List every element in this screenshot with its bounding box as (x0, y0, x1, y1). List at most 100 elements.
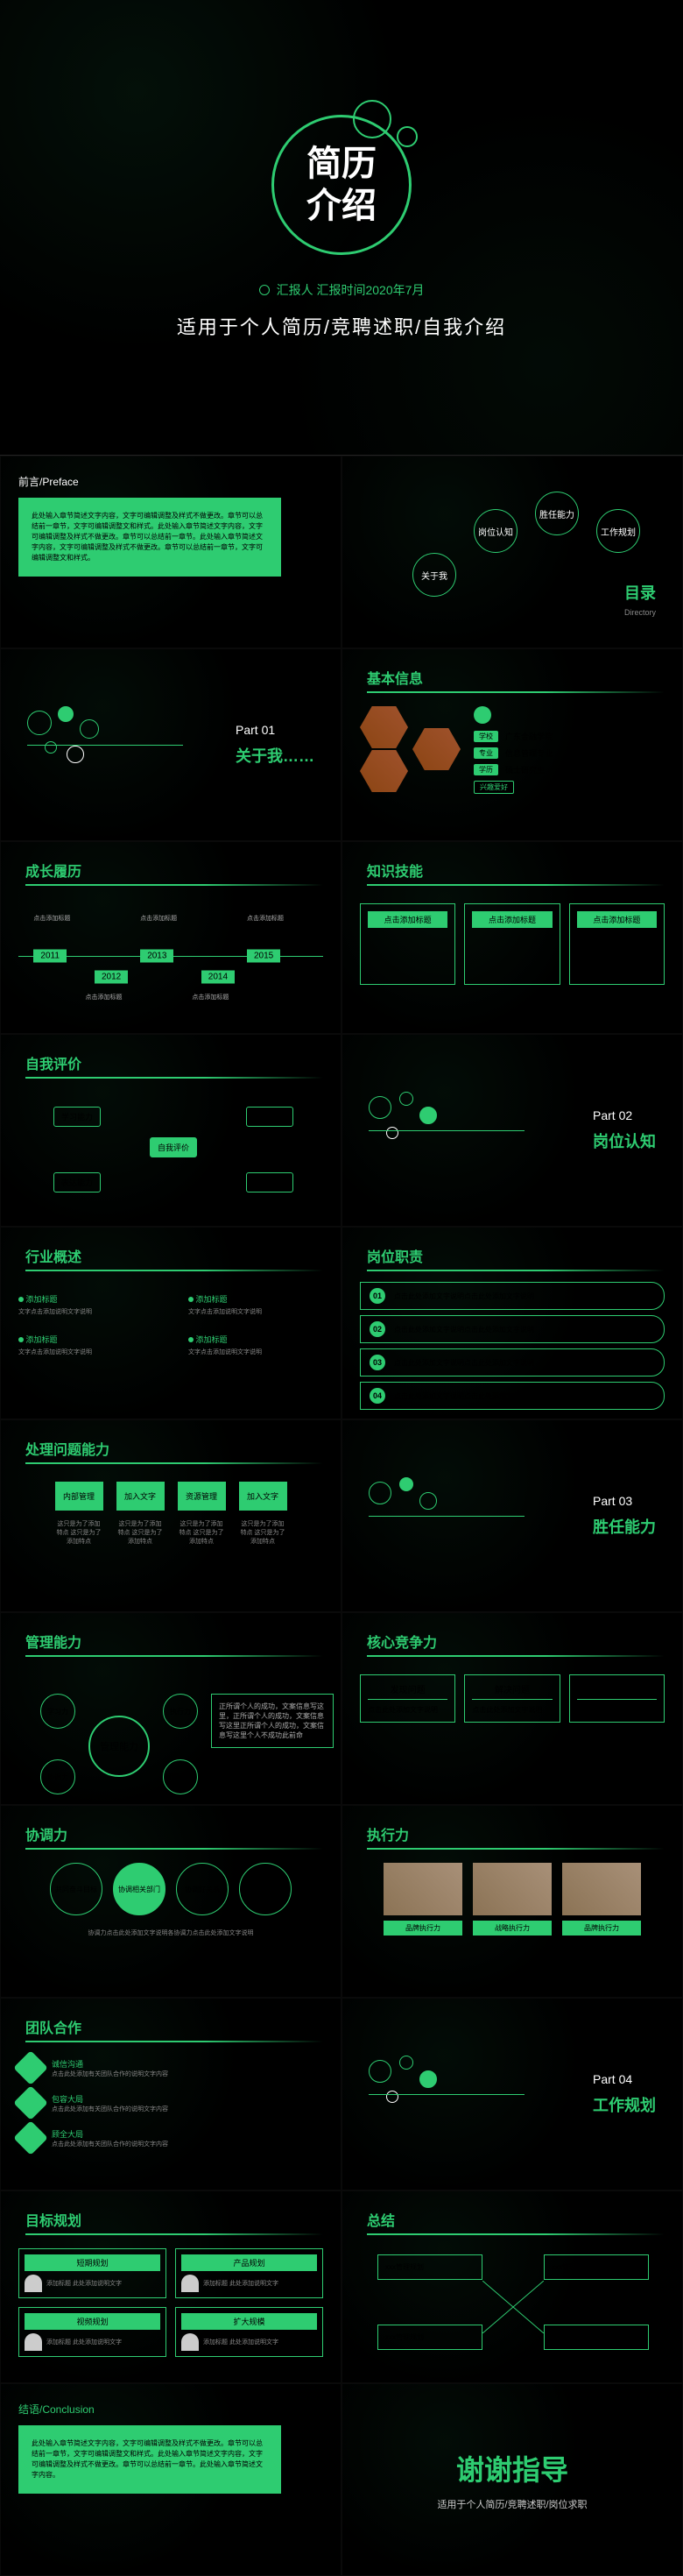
team-list: 诚信沟通点击此处添加有关团队合作的说明文字内容 包容大局点击此处添加有关团队合作… (18, 2056, 323, 2150)
bubble-deco (369, 1096, 391, 1119)
goal-box: 扩大规模添加标题 此处添加说明文字 (175, 2307, 323, 2357)
section-title: 基本信息 (360, 667, 665, 693)
thanks-sub: 适用于个人简历/竞聘述职/岗位求职 (437, 2497, 587, 2511)
section-title: 自我评价 (18, 1052, 323, 1079)
bubble-deco (419, 1107, 437, 1124)
core-slide: 核心竞争力 发现问题点击此处添加文字说明 解决问题点击此处添加文字说明 总结问题… (342, 1612, 683, 1805)
bubble-deco (386, 1127, 398, 1139)
toc-node-2: 岗位认知 (474, 509, 518, 553)
toc-sub: Directory (624, 608, 656, 617)
bubble-deco (58, 706, 74, 722)
team-item: 诚信沟通点击此处添加有关团队合作的说明文字内容 (18, 2056, 323, 2080)
industry-item: 添加标题文字点击添加说明文字说明 (18, 1334, 153, 1356)
divider-line (369, 1516, 525, 1517)
problem-descs: 这只是为了添加特点 这只是为了添加特点 这只是为了添加特点 这只是为了添加特点 … (18, 1519, 323, 1546)
section-title: 知识技能 (360, 860, 665, 886)
problem-box: 资源管理 (178, 1482, 226, 1511)
bubble-deco (399, 1477, 413, 1491)
goal-box: 视频规划添加标题 此处添加说明文字 (18, 2307, 166, 2357)
bubble-deco (419, 2070, 437, 2088)
hex-img (360, 706, 408, 748)
diamond-icon (13, 2050, 48, 2085)
info-row: 兴趣爱好 (474, 781, 553, 794)
conclusion-body: 此处输入章节简述文字内容，文字可编辑调整及样式不做更改。章节可以总结前一章节，文… (32, 2438, 268, 2480)
summary-slide: 总结 xxx管理规划 xxx管理规划 xxx管理规划 xxx管理规划 (342, 2190, 683, 2383)
problem-box: 加入文字 (116, 1482, 165, 1511)
hex-img (360, 750, 408, 792)
section-title: 执行力 (360, 1823, 665, 1850)
exec-image (562, 1863, 641, 1915)
team-item: 顾全大局点击此处添加有关团队合作的说明文字内容 (18, 2126, 323, 2150)
timeline: 2011 2012 2013 2014 2015 点击添加标题 点击添加标题 点… (18, 903, 323, 1008)
coord-desc: 协调力点击此处添加文字说明各协调力点击此处添加文字说明 (18, 1928, 323, 1937)
conclusion-title: 结语/Conclusion (18, 2402, 323, 2417)
duty-row: 04点击此处添加文字说明点击此处添加文字说明 (360, 1382, 665, 1410)
section-title: 处理问题能力 (18, 1438, 323, 1464)
eval-center-node: 自我评价 (150, 1137, 197, 1157)
exec-item: 战略执行力 (473, 1863, 552, 1936)
timeline-year: 2013 (140, 950, 173, 963)
bubble-deco (27, 711, 52, 735)
bubble-deco (399, 1092, 413, 1106)
core-box: 解决问题点击此处添加文字说明 (464, 1674, 560, 1723)
goals-grid: 短期规划添加标题 此处添加说明文字 产品规划添加标题 此处添加说明文字 视频规划… (18, 2248, 323, 2357)
part-title: 工作规划 (593, 2093, 656, 2116)
industry-slide: 行业概述 添加标题文字点击添加说明文字说明 添加标题文字点击添加说明文字说明 添… (0, 1227, 342, 1419)
part-box: Part 02 岗位认知 (593, 1108, 656, 1152)
cover-title: 简历介绍 (306, 143, 377, 227)
bubble-deco (67, 746, 84, 763)
duties-list: 01点击此处添加文字说明点击此处添加文字说明 02点击此处添加文字说明点击此处添… (360, 1282, 665, 1410)
knowledge-slide: 知识技能 点击添加标题 点击添加标题 点击添加标题 (342, 841, 683, 1034)
preface-title: 前言/Preface (18, 474, 323, 489)
timeline-year: 2011 (33, 950, 67, 963)
person-icon (474, 706, 491, 724)
hex-images (360, 706, 461, 799)
info-row: 专业信息管理专业 (474, 747, 553, 759)
goal-box: 短期规划添加标题 此处添加说明文字 (18, 2248, 166, 2298)
part-title: 关于我…… (236, 744, 314, 767)
team-item: 包容大局点击此处添加有关团队合作的说明文字内容 (18, 2091, 323, 2115)
bubble-deco (386, 2091, 398, 2103)
part-num: Part 03 (593, 1494, 656, 1508)
toc-node-1: 关于我 (412, 553, 456, 597)
team-slide: 团队合作 诚信沟通点击此处添加有关团队合作的说明文字内容 包容大局点击此处添加有… (0, 1998, 342, 2190)
info-row: 学校广东金融学院 (474, 731, 553, 742)
problem-box: 内部管理 (55, 1482, 103, 1511)
toc-node-4: 工作规划 (596, 509, 640, 553)
eval-diagram: 自我评价 学习能力 交际能力 表达能力 适应能力 (18, 1089, 323, 1212)
conclusion-slide: 结语/Conclusion 此处输入章节简述文字内容，文字可编辑调整及样式不做更… (0, 2383, 342, 2576)
divider-line (369, 2094, 525, 2095)
section-title: 成长履历 (18, 860, 323, 886)
core-box: 发现问题点击此处添加文字说明 (360, 1674, 455, 1723)
coord-slide: 协调力 共同奋斗目标 协调相关部门 协调好关系 协调部门完成执行 协调力点击此处… (0, 1805, 342, 1998)
timeline-year: 2014 (201, 971, 235, 984)
info-list: 学校广东金融学院 专业信息管理专业 学历硕士研究生 兴趣爱好 (474, 706, 553, 799)
industry-item: 添加标题文字点击添加说明文字说明 (18, 1293, 153, 1316)
duty-row: 03点击此处添加文字说明点击此处添加文字说明 (360, 1348, 665, 1376)
divider-line (27, 745, 183, 746)
timeline-label: 点击添加标题 (140, 914, 201, 923)
coord-node: 协调好关系 (176, 1863, 229, 1915)
cover-subtitle: 适用于个人简历/竞聘述职/自我介绍 (177, 312, 506, 340)
core-boxes: 发现问题点击此处添加文字说明 解决问题点击此处添加文字说明 总结问题点击此处添加… (360, 1674, 665, 1723)
summary-node: xxx管理规划 (377, 2254, 482, 2280)
section-title: 总结 (360, 2209, 665, 2235)
part-title: 胜任能力 (593, 1515, 656, 1538)
preface-box: 此处输入章节简述文字内容，文字可编辑调整及样式不做更改。章节可以总结前一章节，文… (18, 498, 281, 577)
mgmt-node: 团队合作 (163, 1759, 198, 1794)
divider-line (369, 1130, 525, 1131)
growth-slide: 成长履历 2011 2012 2013 2014 2015 点击添加标题 点击添… (0, 841, 342, 1034)
exec-item: 品牌执行力 (562, 1863, 641, 1936)
eval-node: 表达能力 (53, 1172, 101, 1192)
mgmt-center: 管理能力 (88, 1716, 150, 1777)
exec-slide: 执行力 品牌执行力 战略执行力 品牌执行力 (342, 1805, 683, 1998)
toc-node-3: 胜任能力 (535, 492, 579, 535)
section-title: 核心竞争力 (360, 1631, 665, 1657)
mgmt-node: 学习力 (40, 1694, 75, 1729)
timeline-label: 点击添加标题 (247, 914, 308, 923)
summary-node: xxx管理规划 (544, 2325, 649, 2350)
skill-box: 点击添加标题 (569, 903, 665, 985)
part-box: Part 01 关于我…… (236, 723, 314, 767)
duties-slide: 岗位职责 01点击此处添加文字说明点击此处添加文字说明 02点击此处添加文字说明… (342, 1227, 683, 1419)
toc-slide: 关于我 岗位认知 胜任能力 工作规划 目录 Directory (342, 456, 683, 648)
